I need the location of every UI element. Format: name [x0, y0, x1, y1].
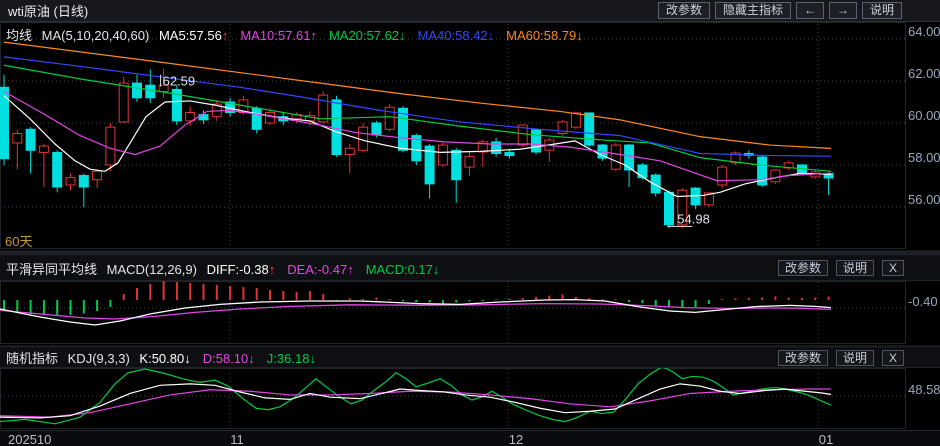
- ma-indicator-row: 均线 MA(5,10,20,40,60) MA5:57.56↑ MA10:57.6…: [6, 25, 601, 43]
- trend-arrow-icon: ↑: [221, 28, 229, 43]
- kdj-chart[interactable]: 48.58: [0, 368, 940, 430]
- macd-close-button[interactable]: X: [881, 260, 904, 276]
- range-label: 60天: [5, 234, 33, 249]
- trend-arrow-icon: ↓: [576, 28, 583, 43]
- svg-text:58.00: 58.00: [908, 150, 940, 165]
- macd-help-button[interactable]: 说明: [835, 260, 874, 276]
- svg-text:56.00: 56.00: [908, 192, 940, 207]
- macd-values: DIFF:-0.38↑ DEA:-0.47↑ MACD:0.17↓: [207, 262, 452, 277]
- indicator-value: MA40:58.42↓: [417, 28, 495, 43]
- indicator-value: MA60:58.79↓: [506, 28, 583, 43]
- macd-change-params-button[interactable]: 改参数: [777, 260, 828, 276]
- hide-main-indicator-button[interactable]: 隐藏主指标: [714, 2, 791, 19]
- kdj-panel-header: 随机指标 KDJ(9,3,3) K:50.80↓ D:58.10↓ J:36.18↓…: [0, 348, 940, 368]
- kdj-help-button[interactable]: 说明: [835, 349, 874, 366]
- kdj-values: K:50.80↓ D:58.10↓ J:36.18↓: [139, 351, 328, 366]
- indicator-value: D:58.10↓: [202, 351, 255, 366]
- x-axis-label: 202510: [8, 432, 52, 446]
- macd-panel-header: 平滑异同平均线 MACD(12,26,9) DIFF:-0.38↑ DEA:-0.…: [0, 256, 940, 281]
- svg-text:62.59: 62.59: [163, 74, 196, 89]
- ma-formula: MA(5,10,20,40,60): [41, 28, 150, 43]
- trend-arrow-icon: ↑: [347, 261, 354, 277]
- x-axis-label: 11: [230, 432, 244, 446]
- kdj-change-params-button[interactable]: 改参数: [777, 349, 828, 366]
- indicator-value: DEA:-0.47↑: [287, 261, 354, 277]
- trend-arrow-icon: ↓: [184, 351, 191, 366]
- indicator-value: MA5:57.56↑: [158, 28, 229, 43]
- x-axis-label: 12: [508, 432, 524, 446]
- svg-text:62.00: 62.00: [908, 66, 940, 81]
- svg-text:64.00: 64.00: [908, 24, 940, 39]
- help-button[interactable]: 说明: [861, 2, 902, 19]
- indicator-value: DIFF:-0.38↑: [206, 261, 276, 277]
- svg-text:54.98: 54.98: [677, 211, 710, 226]
- kdj-formula: KDJ(9,3,3): [67, 351, 130, 366]
- kdj-header-text: 随机指标 KDJ(9,3,3) K:50.80↓ D:58.10↓ J:36.18↓: [6, 348, 334, 367]
- trend-arrow-icon: ↓: [248, 351, 255, 366]
- trend-arrow-icon: ↓: [309, 351, 316, 366]
- trend-arrow-icon: ↓: [487, 28, 495, 43]
- x-axis-label: 01: [818, 432, 834, 446]
- trend-arrow-icon: ↑: [310, 28, 317, 43]
- change-params-button[interactable]: 改参数: [657, 2, 710, 19]
- main-candlestick-chart[interactable]: 64.00 62.00 60.00 58.00 56.00 62.59 54.98: [0, 22, 940, 250]
- indicator-value: MACD:0.17↓: [365, 261, 440, 277]
- prev-arrow-button[interactable]: ←: [795, 2, 824, 19]
- kdj-close-button[interactable]: X: [881, 349, 904, 366]
- macd-formula: MACD(12,26,9): [106, 261, 197, 277]
- indicator-value: J:36.18↓: [266, 351, 316, 366]
- ma-values: MA5:57.56↑ MA10:57.61↑ MA20:57.62↓ MA40:58.…: [159, 28, 595, 43]
- indicator-value: K:50.80↓: [139, 351, 191, 366]
- svg-text:48.58: 48.58: [908, 382, 940, 397]
- trend-arrow-icon: ↓: [432, 261, 440, 277]
- page-title: wti原油 (日线): [8, 4, 89, 19]
- svg-text:-0.40: -0.40: [908, 294, 938, 309]
- macd-chart[interactable]: -0.40: [0, 281, 940, 345]
- macd-panel-buttons: 改参数 说明 X: [777, 260, 904, 276]
- x-axis: 202510 11 12 01: [0, 430, 940, 446]
- macd-header-text: 平滑异同平均线 MACD(12,26,9) DIFF:-0.38↑ DEA:-0.…: [6, 259, 457, 278]
- svg-text:60.00: 60.00: [908, 108, 940, 123]
- trend-arrow-icon: ↑: [268, 261, 276, 277]
- kdj-name: 随机指标: [6, 351, 59, 366]
- indicator-value: MA20:57.62↓: [328, 28, 406, 43]
- ma-label: 均线: [6, 28, 33, 43]
- indicator-value: MA10:57.61↑: [240, 28, 317, 43]
- kdj-panel-buttons: 改参数 说明 X: [777, 349, 904, 366]
- macd-name: 平滑异同平均线: [6, 261, 98, 277]
- trend-arrow-icon: ↓: [399, 28, 406, 43]
- title-bar-buttons: 改参数 隐藏主指标 ← → 说明: [657, 2, 902, 19]
- pane-separator: [0, 250, 940, 256]
- pane-separator-2: [0, 345, 940, 348]
- title-bar: wti原油 (日线) 改参数 隐藏主指标 ← → 说明: [0, 0, 940, 22]
- next-arrow-button[interactable]: →: [828, 2, 857, 19]
